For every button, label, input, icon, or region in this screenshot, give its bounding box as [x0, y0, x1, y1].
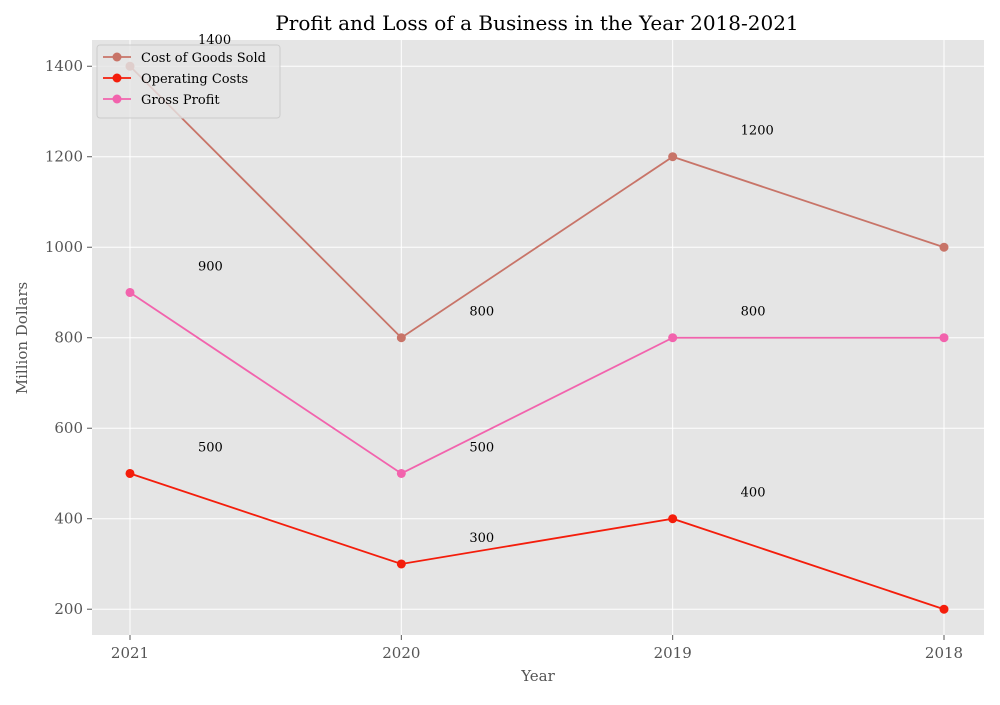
- data-point: [396, 468, 406, 478]
- y-tick-label: 1400: [45, 57, 83, 75]
- data-label: 500: [198, 440, 223, 455]
- legend-box: [96, 44, 281, 119]
- chart-title: Profit and Loss of a Business in the Yea…: [275, 11, 798, 35]
- y-tick-label: 800: [54, 329, 83, 347]
- data-point: [396, 559, 406, 569]
- legend-entry: Operating Costs: [141, 72, 248, 87]
- x-tick-label: 2021: [111, 644, 149, 662]
- data-point: [396, 333, 406, 343]
- y-axis-label: Million Dollars: [13, 282, 31, 394]
- legend: Cost of Goods Sold Operating Costs Gross P…: [96, 44, 281, 119]
- axes: 200 400 600 800 1000 1200 1400 2021 2020 2019 2018: [45, 57, 963, 662]
- data-point: [668, 152, 678, 162]
- y-tick-label: 200: [54, 600, 83, 618]
- data-point: [668, 333, 678, 343]
- data-point: [668, 514, 678, 524]
- x-tick-label: 2020: [382, 644, 420, 662]
- legend-entry: Gross Profit: [141, 93, 220, 108]
- data-label: 900: [198, 259, 223, 274]
- data-point: [939, 604, 949, 614]
- series-line: [129, 65, 945, 339]
- data-point: [125, 287, 135, 297]
- data-label: 400: [741, 486, 766, 501]
- data-label: 300: [469, 531, 494, 546]
- legend-swatch-marker: [112, 94, 122, 104]
- data-point: [125, 468, 135, 478]
- data-point: [939, 242, 949, 252]
- data-label: 800: [469, 305, 494, 320]
- data-labels: 1400 800 1200 500 300 400 900 500 800: [198, 33, 774, 546]
- x-tick-label: 2018: [925, 644, 963, 662]
- data-label: 800: [741, 305, 766, 320]
- legend-entry: Cost of Goods Sold: [141, 51, 266, 66]
- legend-swatch-marker: [112, 73, 122, 83]
- legend-swatch-marker: [112, 52, 122, 62]
- y-tick-label: 1000: [45, 238, 83, 256]
- data-label: 1200: [741, 124, 774, 139]
- y-tick-label: 600: [54, 419, 83, 437]
- series-line: [129, 291, 944, 475]
- x-axis-label: Year: [520, 667, 555, 685]
- y-tick-label: 400: [54, 510, 83, 528]
- series-line: [129, 472, 945, 611]
- series-lines: [125, 61, 949, 614]
- data-label: 1400: [198, 33, 231, 48]
- data-point: [939, 333, 949, 343]
- x-tick-label: 2019: [654, 644, 692, 662]
- y-tick-label: 1200: [45, 148, 83, 166]
- data-label: 500: [469, 440, 494, 455]
